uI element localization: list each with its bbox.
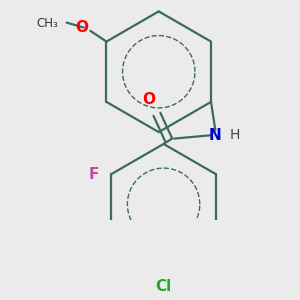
Text: N: N [209, 128, 222, 143]
Text: O: O [75, 20, 88, 35]
Text: CH₃: CH₃ [36, 17, 58, 30]
Text: Cl: Cl [155, 279, 172, 294]
Text: O: O [142, 92, 155, 107]
Text: F: F [89, 167, 100, 182]
Text: H: H [229, 128, 240, 142]
